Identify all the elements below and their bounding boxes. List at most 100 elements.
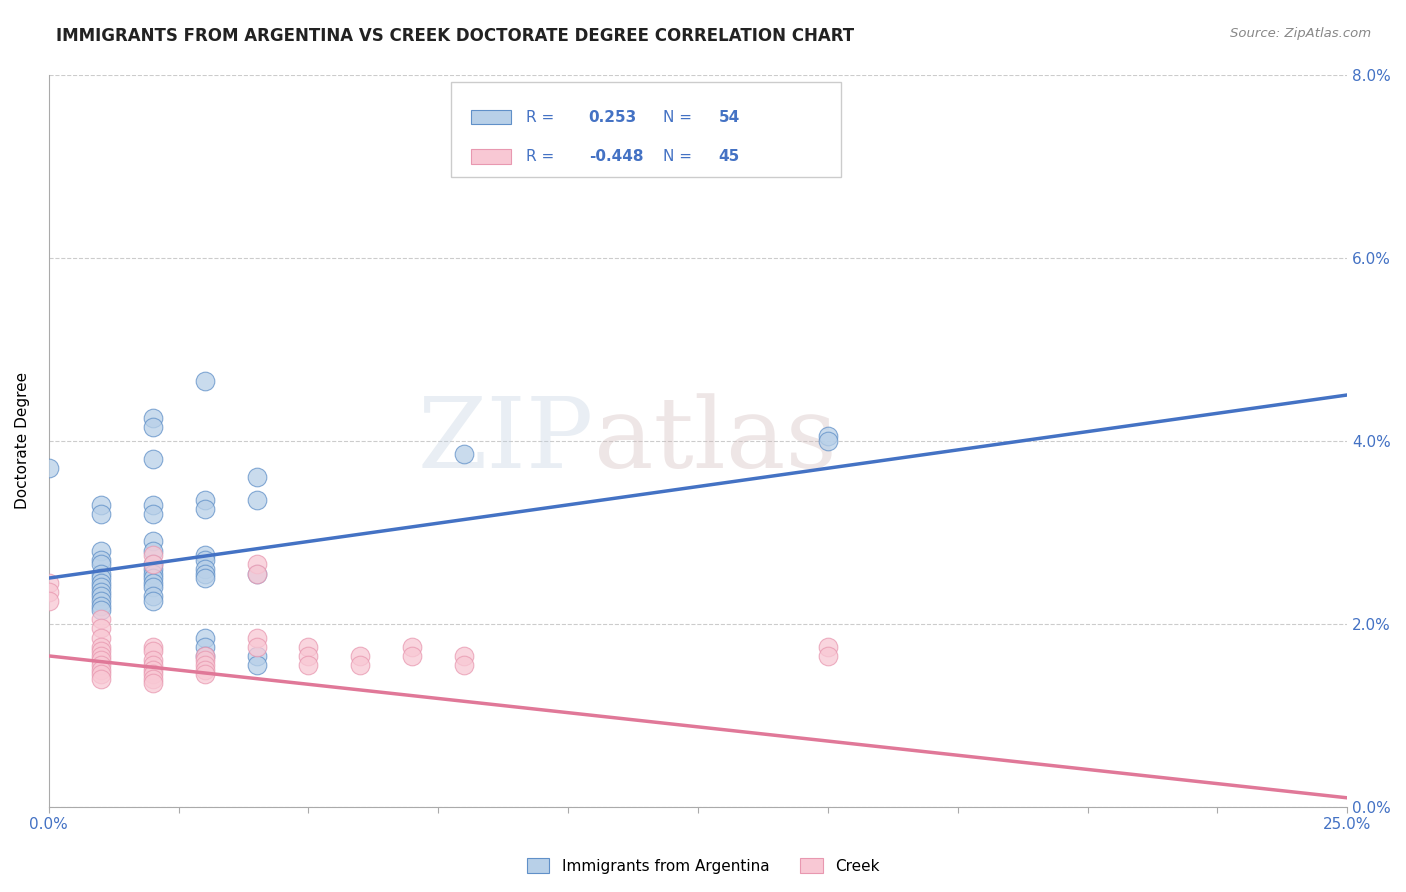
Point	[193, 502, 215, 516]
Point	[142, 594, 165, 608]
Point	[297, 640, 319, 654]
Point	[90, 507, 112, 521]
Point	[142, 663, 165, 677]
Point	[193, 648, 215, 663]
Point	[90, 590, 112, 604]
Point	[401, 648, 423, 663]
Point	[245, 493, 267, 508]
Point	[193, 553, 215, 567]
Point	[297, 658, 319, 673]
Point	[142, 644, 165, 658]
Text: N =: N =	[662, 110, 696, 125]
Text: 0.253: 0.253	[589, 110, 637, 125]
Point	[193, 631, 215, 645]
Point	[90, 603, 112, 617]
Point	[817, 434, 839, 448]
Point	[193, 571, 215, 585]
FancyBboxPatch shape	[451, 82, 841, 178]
Point	[349, 648, 371, 663]
Point	[142, 543, 165, 558]
Legend: Immigrants from Argentina, Creek: Immigrants from Argentina, Creek	[520, 852, 886, 880]
Point	[245, 631, 267, 645]
Text: R =: R =	[526, 149, 560, 164]
Point	[142, 676, 165, 690]
Point	[245, 658, 267, 673]
Point	[245, 558, 267, 572]
Point	[90, 558, 112, 572]
Point	[90, 599, 112, 613]
Point	[453, 658, 475, 673]
Point	[90, 640, 112, 654]
Point	[90, 653, 112, 667]
Point	[142, 507, 165, 521]
Point	[38, 584, 60, 599]
Point	[142, 566, 165, 581]
Point	[142, 498, 165, 512]
Point	[142, 653, 165, 667]
Point	[90, 553, 112, 567]
Text: 54: 54	[718, 110, 740, 125]
Point	[90, 566, 112, 581]
Point	[817, 429, 839, 443]
Point	[193, 566, 215, 581]
Point	[193, 374, 215, 388]
Point	[817, 648, 839, 663]
Point	[817, 640, 839, 654]
Point	[90, 672, 112, 686]
FancyBboxPatch shape	[471, 149, 510, 164]
Point	[245, 470, 267, 484]
Point	[142, 452, 165, 467]
Point	[38, 461, 60, 475]
Point	[349, 658, 371, 673]
Text: ZIP: ZIP	[418, 392, 595, 489]
Point	[90, 580, 112, 594]
Point	[90, 663, 112, 677]
Point	[142, 580, 165, 594]
Point	[90, 622, 112, 636]
Point	[142, 548, 165, 562]
Point	[245, 566, 267, 581]
Point	[193, 548, 215, 562]
Point	[90, 658, 112, 673]
Text: N =: N =	[662, 149, 696, 164]
Point	[142, 575, 165, 590]
Point	[142, 410, 165, 425]
Point	[401, 640, 423, 654]
Point	[90, 631, 112, 645]
Point	[245, 640, 267, 654]
Text: 45: 45	[718, 149, 740, 164]
Point	[453, 448, 475, 462]
Text: -0.448: -0.448	[589, 149, 643, 164]
Point	[297, 648, 319, 663]
Point	[142, 558, 165, 572]
Text: atlas: atlas	[595, 392, 837, 489]
Text: R =: R =	[526, 110, 560, 125]
Point	[193, 663, 215, 677]
Point	[90, 612, 112, 626]
Point	[193, 667, 215, 681]
Point	[90, 667, 112, 681]
Point	[90, 571, 112, 585]
Point	[245, 648, 267, 663]
Point	[90, 575, 112, 590]
Point	[193, 658, 215, 673]
Point	[142, 667, 165, 681]
Point	[38, 575, 60, 590]
Point	[90, 644, 112, 658]
Point	[142, 558, 165, 572]
Point	[193, 640, 215, 654]
Point	[193, 562, 215, 576]
Point	[193, 493, 215, 508]
Point	[90, 498, 112, 512]
Y-axis label: Doctorate Degree: Doctorate Degree	[15, 372, 30, 509]
Point	[90, 594, 112, 608]
Point	[90, 648, 112, 663]
Point	[142, 571, 165, 585]
Point	[193, 648, 215, 663]
Point	[245, 566, 267, 581]
Point	[142, 672, 165, 686]
Point	[453, 648, 475, 663]
Point	[90, 543, 112, 558]
Point	[193, 653, 215, 667]
Point	[90, 584, 112, 599]
